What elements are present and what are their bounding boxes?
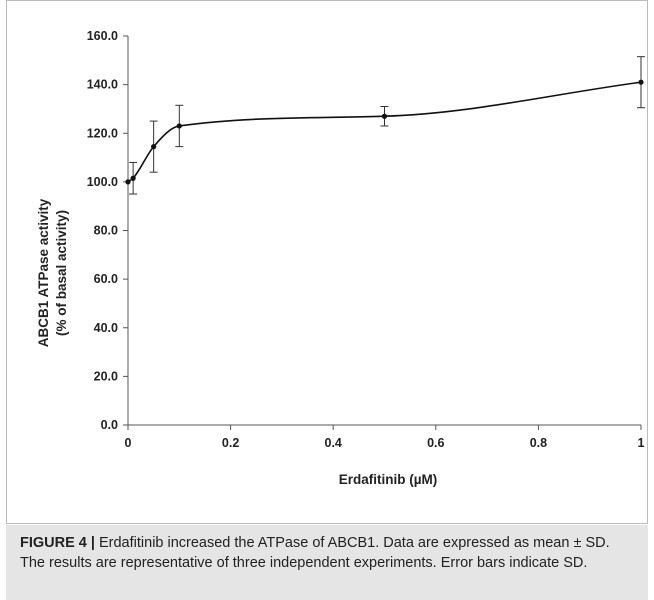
y-axis-title: ABCB1 ATPase activity (% of basal activi… [36, 198, 69, 347]
y-tick-label: 100.0 [87, 175, 118, 189]
data-point [638, 79, 644, 85]
line-chart: 0.0 20.0 40.0 60.0 80.0 100.0 120.0 140.0 160.0 0… [36, 29, 645, 487]
y-axis-title-line1: ABCB1 ATPase activity [36, 198, 51, 347]
data-series [125, 79, 644, 185]
x-tick-label: 0.8 [530, 436, 547, 450]
data-point [125, 179, 131, 185]
series-line [127, 81, 642, 183]
x-tick-label: 0 [125, 436, 132, 450]
y-tick-label: 60.0 [94, 272, 118, 286]
y-tick-label: 160.0 [87, 29, 118, 43]
x-tick-label: 0.4 [325, 436, 342, 450]
figure-frame [6, 0, 648, 524]
y-tick-label: 140.0 [87, 78, 118, 92]
y-tick-label: 40.0 [94, 321, 118, 335]
data-point [151, 144, 157, 150]
figure-caption: FIGURE 4 | Erdafitinib increased the ATP… [6, 525, 648, 600]
caption-label: FIGURE 4 | [20, 535, 95, 551]
data-point [130, 175, 136, 181]
data-point [176, 123, 182, 129]
y-tick-label: 80.0 [94, 224, 118, 238]
x-tick-label: 0.2 [222, 436, 239, 450]
chart-ticks: 0.0 20.0 40.0 60.0 80.0 100.0 120.0 140.0 160.0 0… [87, 29, 645, 450]
caption-text: Erdafitinib increased the ATPase of ABCB… [20, 535, 610, 571]
error-bars [129, 56, 645, 195]
x-tick-label: 1 [638, 436, 645, 450]
data-point [381, 113, 388, 119]
x-tick-label: 0.6 [427, 436, 444, 450]
y-tick-label: 120.0 [87, 126, 118, 140]
y-axis-title-line2: (% of basal activity) [54, 210, 69, 336]
y-tick-label: 20.0 [94, 369, 118, 383]
x-axis-title: Erdafitinib (µM) [339, 472, 438, 487]
y-tick-label: 0.0 [101, 418, 118, 432]
